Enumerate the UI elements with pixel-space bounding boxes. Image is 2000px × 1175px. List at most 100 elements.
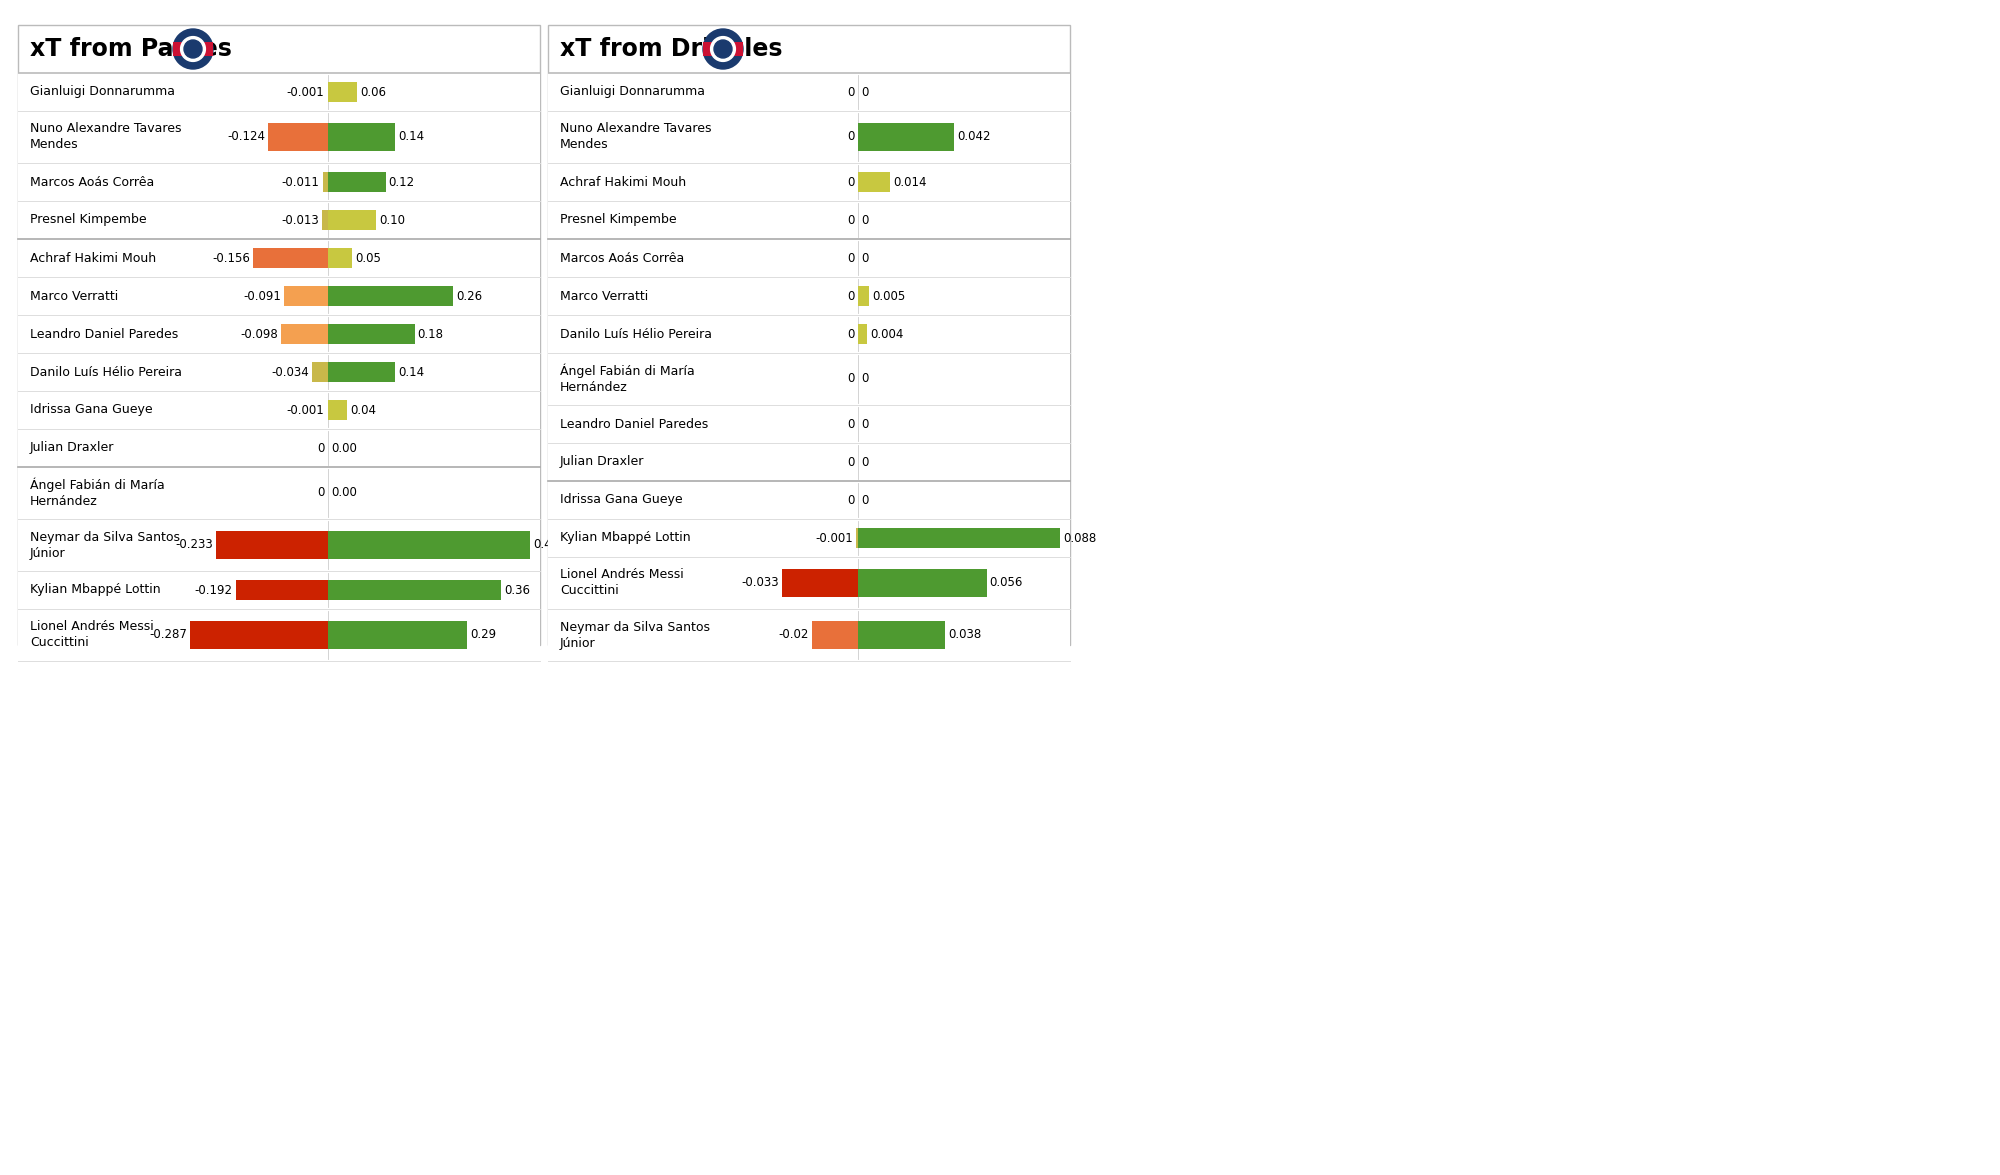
Bar (328, 172, 386, 192)
Text: 0.06: 0.06 (360, 86, 386, 99)
Bar (548, 519, 1070, 557)
Bar (858, 123, 954, 150)
Circle shape (180, 36, 206, 61)
Text: 0: 0 (860, 86, 868, 99)
Text: 0.04: 0.04 (350, 403, 376, 416)
Text: -0.001: -0.001 (286, 86, 324, 99)
Text: -0.001: -0.001 (814, 531, 852, 544)
Bar (236, 580, 328, 600)
Text: 0.014: 0.014 (894, 175, 926, 188)
Text: Marco Verratti: Marco Verratti (30, 289, 118, 302)
Bar (548, 609, 1070, 662)
Bar (328, 622, 468, 649)
Text: 0: 0 (848, 372, 856, 385)
Bar (216, 531, 328, 558)
Text: xT from Passes: xT from Passes (30, 36, 232, 61)
Text: 0.26: 0.26 (456, 289, 482, 302)
Text: 0: 0 (848, 130, 856, 143)
Text: 0.12: 0.12 (388, 175, 414, 188)
Text: 0: 0 (848, 494, 856, 506)
Text: -0.192: -0.192 (194, 584, 232, 597)
Text: -0.156: -0.156 (212, 251, 250, 264)
Bar (328, 324, 414, 344)
Bar (18, 315, 540, 352)
Text: 0.038: 0.038 (948, 629, 982, 642)
Text: Achraf Hakimi Mouh: Achraf Hakimi Mouh (560, 175, 686, 188)
Text: 0.14: 0.14 (398, 365, 424, 378)
Bar (328, 210, 376, 230)
Bar (18, 571, 540, 609)
Text: 0: 0 (848, 175, 856, 188)
Bar (548, 557, 1070, 609)
Bar (18, 277, 540, 315)
Text: 0: 0 (848, 417, 856, 430)
Bar (18, 352, 540, 391)
Text: 0.088: 0.088 (1064, 531, 1096, 544)
Text: xT from Dribbles: xT from Dribbles (560, 36, 782, 61)
Text: Marcos Aoás Corrêa: Marcos Aoás Corrêa (30, 175, 154, 188)
Circle shape (714, 40, 732, 58)
Bar (252, 248, 328, 268)
Bar (18, 391, 540, 429)
Bar (548, 405, 1070, 443)
Text: 0.42: 0.42 (532, 538, 560, 551)
Text: -0.124: -0.124 (228, 130, 266, 143)
Text: Kylian Mbappé Lottin: Kylian Mbappé Lottin (560, 531, 690, 544)
Bar (812, 622, 858, 649)
Text: 0: 0 (860, 251, 868, 264)
Bar (782, 570, 858, 597)
Text: Leandro Daniel Paredes: Leandro Daniel Paredes (560, 417, 708, 430)
Text: -0.02: -0.02 (778, 629, 810, 642)
Text: Julian Draxler: Julian Draxler (30, 442, 114, 455)
Bar (174, 42, 212, 56)
Circle shape (704, 29, 744, 69)
Text: Lionel Andrés Messi
Cuccittini: Lionel Andrés Messi Cuccittini (560, 569, 684, 598)
Bar (18, 609, 540, 662)
Bar (280, 324, 328, 344)
Text: 0.10: 0.10 (380, 214, 406, 227)
Text: -0.001: -0.001 (286, 403, 324, 416)
Text: -0.233: -0.233 (176, 538, 212, 551)
Text: 0: 0 (848, 86, 856, 99)
Text: Marcos Aoás Corrêa: Marcos Aoás Corrêa (560, 251, 684, 264)
Text: 0.14: 0.14 (398, 130, 424, 143)
Text: 0: 0 (848, 328, 856, 341)
Text: Marco Verratti: Marco Verratti (560, 289, 648, 302)
Text: Presnel Kimpembe: Presnel Kimpembe (30, 214, 146, 227)
Bar (548, 443, 1070, 481)
Bar (18, 519, 540, 571)
Text: -0.091: -0.091 (244, 289, 282, 302)
Text: 0.042: 0.042 (958, 130, 990, 143)
Text: 0.36: 0.36 (504, 584, 530, 597)
Bar (548, 239, 1070, 277)
Text: 0.05: 0.05 (356, 251, 380, 264)
Bar (858, 287, 870, 306)
Bar (328, 580, 502, 600)
Text: 0.29: 0.29 (470, 629, 496, 642)
Text: Lionel Andrés Messi
Cuccittini: Lionel Andrés Messi Cuccittini (30, 620, 154, 650)
Text: 0: 0 (848, 214, 856, 227)
Bar (328, 123, 396, 150)
Bar (858, 622, 946, 649)
Text: 0: 0 (860, 372, 868, 385)
Bar (858, 324, 868, 344)
Text: 0: 0 (860, 214, 868, 227)
Text: Ángel Fabián di María
Hernández: Ángel Fabián di María Hernández (560, 364, 694, 395)
Bar (328, 362, 396, 382)
Bar (18, 110, 540, 163)
Bar (18, 466, 540, 519)
Text: Idrissa Gana Gueye: Idrissa Gana Gueye (30, 403, 152, 416)
Bar (548, 481, 1070, 519)
Bar (18, 201, 540, 239)
Text: Leandro Daniel Paredes: Leandro Daniel Paredes (30, 328, 178, 341)
Text: Gianluigi Donnarumma: Gianluigi Donnarumma (30, 86, 176, 99)
Text: Idrissa Gana Gueye: Idrissa Gana Gueye (560, 494, 682, 506)
Bar (18, 163, 540, 201)
Bar (322, 210, 328, 230)
Text: Danilo Luís Hélio Pereira: Danilo Luís Hélio Pereira (30, 365, 182, 378)
Text: Danilo Luís Hélio Pereira: Danilo Luís Hélio Pereira (560, 328, 712, 341)
Text: 0: 0 (860, 494, 868, 506)
Text: 0: 0 (318, 442, 324, 455)
Text: Neymar da Silva Santos
Júnior: Neymar da Silva Santos Júnior (30, 530, 180, 559)
Bar (548, 73, 1070, 110)
